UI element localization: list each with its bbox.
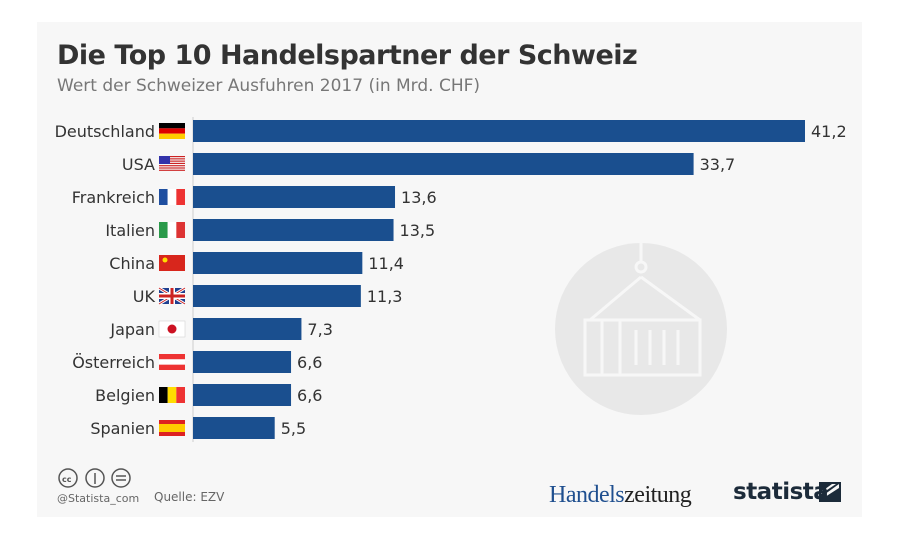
flag-de-icon	[159, 123, 185, 139]
cc-icon	[58, 468, 78, 488]
value-label: 6,6	[297, 386, 322, 405]
statista-logo: statista	[733, 479, 829, 505]
svg-text:cc: cc	[62, 475, 72, 484]
value-label: 13,5	[400, 221, 436, 240]
bar	[193, 285, 361, 307]
bar	[193, 384, 292, 406]
value-label: 11,4	[368, 254, 404, 273]
category-label: China	[109, 254, 155, 273]
bar-row: Spanien 5,5	[90, 417, 306, 439]
flag-us-icon	[159, 156, 185, 171]
bar	[193, 153, 694, 175]
brand-part: Handels	[549, 482, 625, 508]
bar	[193, 318, 302, 340]
category-label: Belgien	[95, 386, 155, 405]
bar-row: Deutschland 41,2	[55, 120, 847, 142]
value-label: 11,3	[367, 287, 403, 306]
bar-row: Belgien 6,6	[95, 384, 322, 406]
value-label: 13,6	[401, 188, 437, 207]
flag-es-icon	[159, 420, 185, 436]
category-label: USA	[122, 155, 155, 174]
flag-fr-icon	[159, 189, 185, 205]
category-label: Deutschland	[55, 122, 155, 141]
flag-cn-icon	[159, 255, 185, 271]
bar-row: USA 33,7	[122, 153, 735, 175]
license-icons	[58, 468, 131, 488]
brand-part: zeitung	[624, 482, 692, 508]
statista-handle[interactable]: @Statista_com	[57, 492, 140, 505]
category-label: Spanien	[90, 419, 155, 438]
flag-jp-icon	[158, 320, 186, 338]
statista-logo-icon	[819, 482, 841, 502]
bar	[193, 120, 805, 142]
flag-be-icon	[159, 387, 185, 403]
chart-title: Die Top 10 Handelspartner der Schweiz	[57, 40, 638, 71]
bar	[193, 417, 275, 439]
flag-uk-icon	[158, 286, 186, 306]
handelszeitung-logo: Handelszeitung	[549, 482, 692, 509]
category-label: Österreich	[72, 353, 155, 372]
value-label: 5,5	[281, 419, 306, 438]
value-label: 7,3	[307, 320, 332, 339]
chart-subtitle: Wert der Schweizer Ausfuhren 2017 (in Mr…	[57, 76, 481, 96]
bar	[193, 351, 292, 373]
bar	[193, 186, 396, 208]
value-label: 41,2	[811, 122, 847, 141]
bar-row: China 11,4	[109, 252, 404, 274]
flag-at-icon	[159, 354, 185, 370]
bar-row: Italien 13,5	[105, 219, 435, 241]
value-label: 6,6	[297, 353, 322, 372]
bar-row: UK 11,3	[133, 285, 403, 307]
container-icon	[555, 243, 727, 415]
by-icon	[85, 468, 105, 488]
bar	[193, 219, 394, 241]
bar-row: Japan 7,3	[109, 318, 333, 340]
category-label: Frankreich	[72, 188, 155, 207]
bar-row: Frankreich 13,6	[72, 186, 437, 208]
source-text: Quelle: EZV	[154, 490, 225, 504]
nd-icon	[111, 468, 131, 488]
flag-it-icon	[159, 222, 185, 238]
bar-row: Österreich 6,6	[72, 351, 322, 373]
bar	[193, 252, 363, 274]
category-label: UK	[133, 287, 156, 306]
value-label: 33,7	[700, 155, 736, 174]
category-label: Japan	[109, 320, 155, 339]
category-label: Italien	[105, 221, 155, 240]
